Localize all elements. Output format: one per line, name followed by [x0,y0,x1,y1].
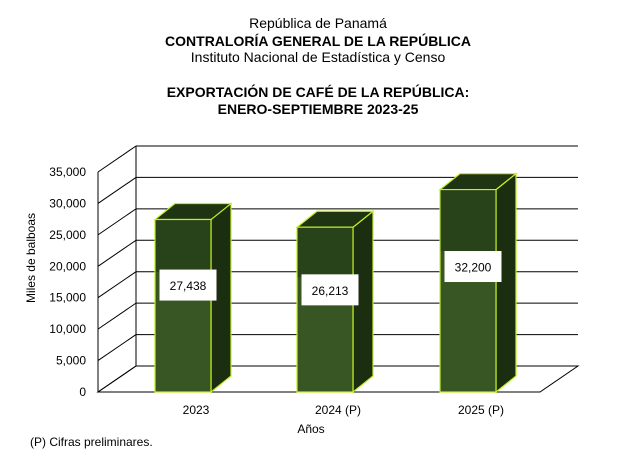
y-tick-label: 0 [79,385,86,399]
chart-subtitle: ENERO-SEPTIEMBRE 2023-25 [217,101,419,117]
bar-shade [297,227,353,278]
data-label-box [444,251,502,283]
y-axis-title: Miles de balboas [24,213,38,303]
y-tick-label: 30,000 [49,196,86,210]
side-wall-line [97,302,137,330]
bar-shade [155,220,211,272]
data-label-box [159,269,217,301]
y-tick-label: 20,000 [49,259,86,273]
data-label-box [301,274,359,306]
y-tick-label: 5,000 [56,354,86,368]
y-tick-label: 10,000 [49,322,86,336]
y-tick-label: 35,000 [49,165,86,179]
y-tick-label: 25,000 [49,228,86,242]
chart-floor [96,365,580,393]
header-republic: República de Panamá [249,15,387,31]
data-label: 26,213 [312,284,349,298]
side-wall-line [97,271,137,299]
bar-shade [440,190,496,251]
x-tick-label: 2024 (P) [315,403,361,417]
x-axis-title: Años [297,422,324,436]
y-tick-label: 15,000 [49,291,86,305]
side-wall-line [97,177,137,204]
footnote: (P) Cifras preliminares. [30,435,153,449]
data-label: 27,438 [170,279,207,293]
header-institute: Instituto Nacional de Estadística y Cens… [190,49,446,65]
side-wall-line [97,334,137,361]
chart-title: EXPORTACIÓN DE CAFÉ DE LA REPÚBLICA: [166,84,470,100]
header-contraloria: CONTRALORÍA GENERAL DE LA REPÚBLICA [165,33,471,49]
bar-side [495,172,517,394]
side-wall-line [97,208,137,236]
side-wall-line [97,239,137,267]
x-tick-label: 2025 (P) [458,403,504,417]
side-wall-line [97,145,137,173]
data-label: 32,200 [455,261,492,275]
x-tick-label: 2023 [183,403,210,417]
